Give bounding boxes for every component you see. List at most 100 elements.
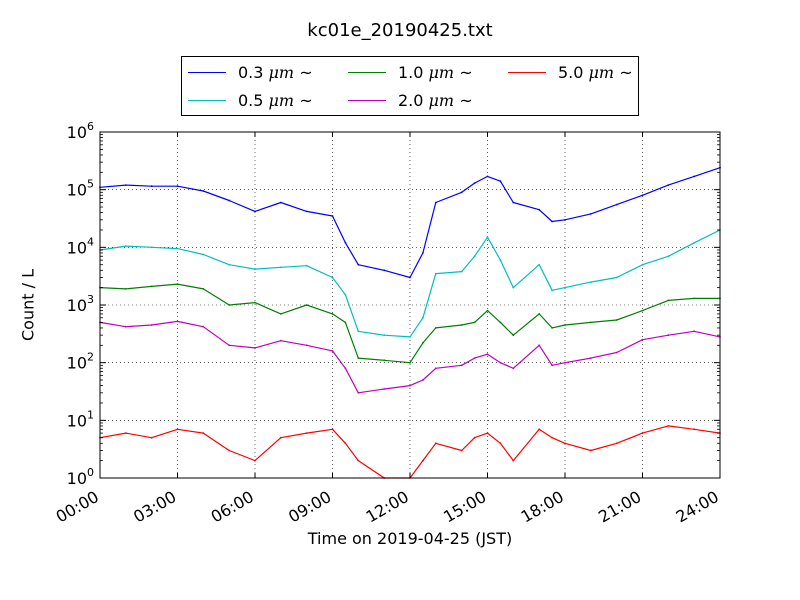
plot-area — [99, 166, 721, 479]
data-point — [486, 309, 489, 312]
series-line — [99, 425, 721, 479]
legend-item-0-5um: 0.5 μm ~ — [188, 90, 313, 110]
data-point — [254, 347, 256, 349]
data-point — [305, 304, 308, 306]
series-line — [99, 167, 721, 279]
data-point — [693, 175, 696, 178]
y-tick-label: 101 — [67, 408, 94, 430]
data-point — [564, 286, 566, 289]
data-point — [641, 432, 644, 434]
data-point — [667, 425, 670, 427]
data-point — [344, 241, 347, 244]
data-point — [434, 327, 437, 329]
data-point — [383, 334, 386, 337]
data-point — [150, 185, 153, 188]
data-point — [202, 432, 205, 434]
data-point — [460, 191, 463, 194]
data-point — [667, 334, 670, 337]
data-point — [124, 245, 127, 248]
data-point — [693, 297, 696, 300]
legend: 0.3 μm ~ 1.0 μm ~ 5.0 μm ~ 0.5 μm ~ 2.0 … — [181, 56, 639, 116]
data-point — [176, 283, 179, 285]
data-point — [254, 268, 256, 270]
y-axis-label: Count / L — [18, 269, 38, 341]
data-point — [486, 432, 489, 434]
data-point — [331, 428, 334, 431]
data-point — [150, 246, 153, 249]
data-point — [641, 263, 644, 266]
data-point — [150, 285, 153, 288]
legend-label: 2.0 μm ~ — [398, 90, 473, 110]
legend-swatch — [348, 99, 386, 101]
data-point — [202, 325, 205, 328]
data-point — [499, 259, 502, 261]
data-point — [409, 384, 411, 387]
x-tick-label: 18:00 — [518, 487, 567, 527]
data-point — [473, 255, 476, 258]
data-point — [228, 304, 231, 306]
x-tick-label: 09:00 — [285, 487, 334, 527]
data-point — [667, 299, 670, 302]
data-point — [499, 180, 502, 183]
data-point — [460, 449, 463, 452]
y-tick-label: 100 — [67, 466, 94, 488]
x-tick-label: 03:00 — [130, 487, 179, 527]
y-axis-ticks: 100 101 102 103 104 105 106 — [67, 120, 720, 488]
data-point — [279, 313, 282, 315]
x-tick-label: 21:00 — [595, 487, 644, 527]
data-point — [279, 266, 282, 269]
data-point — [667, 184, 670, 187]
data-point — [589, 449, 592, 452]
legend-label: 5.0 μm ~ — [558, 62, 633, 82]
data-point — [538, 263, 541, 266]
data-point — [176, 247, 179, 250]
data-point — [422, 379, 424, 381]
x-tick-label: 24:00 — [673, 487, 722, 527]
data-point — [564, 324, 566, 326]
data-point — [357, 330, 360, 333]
y-tick-label: 104 — [67, 235, 94, 257]
data-point — [589, 357, 592, 359]
data-point — [434, 367, 437, 370]
data-point — [124, 184, 127, 187]
data-point — [512, 367, 515, 370]
legend-item-0-3um: 0.3 μm ~ — [188, 62, 313, 82]
data-point — [564, 361, 566, 364]
data-point — [422, 459, 424, 462]
x-axis-label: Time on 2019-04-25 (JST) — [307, 529, 513, 548]
data-point — [254, 210, 256, 213]
data-point — [538, 313, 541, 315]
data-point — [641, 309, 644, 312]
data-point — [176, 428, 179, 431]
data-point — [305, 344, 308, 347]
data-point — [589, 281, 592, 283]
data-point — [202, 288, 205, 290]
data-point — [512, 286, 515, 289]
data-point — [331, 350, 334, 352]
data-point — [344, 321, 347, 324]
data-point — [422, 342, 424, 344]
data-point — [615, 442, 618, 445]
chart-title: kc01e_20190425.txt — [307, 20, 493, 41]
data-point — [254, 301, 256, 304]
data-point — [641, 194, 644, 197]
legend-item-1-0um: 1.0 μm ~ — [348, 62, 473, 82]
data-point — [551, 436, 553, 439]
data-point — [473, 436, 476, 439]
data-point — [409, 276, 411, 279]
data-point — [434, 442, 437, 445]
data-point — [693, 428, 696, 431]
x-tick-label: 15:00 — [440, 487, 489, 527]
data-point — [499, 361, 502, 364]
legend-label: 0.5 μm ~ — [238, 90, 313, 110]
data-point — [434, 272, 437, 275]
data-point — [473, 357, 476, 359]
data-point — [693, 330, 696, 333]
data-point — [422, 316, 424, 319]
data-point — [538, 208, 541, 211]
data-point — [176, 185, 179, 188]
data-point — [486, 353, 489, 356]
data-point — [589, 213, 592, 215]
data-point — [615, 351, 618, 354]
data-point — [551, 364, 553, 367]
